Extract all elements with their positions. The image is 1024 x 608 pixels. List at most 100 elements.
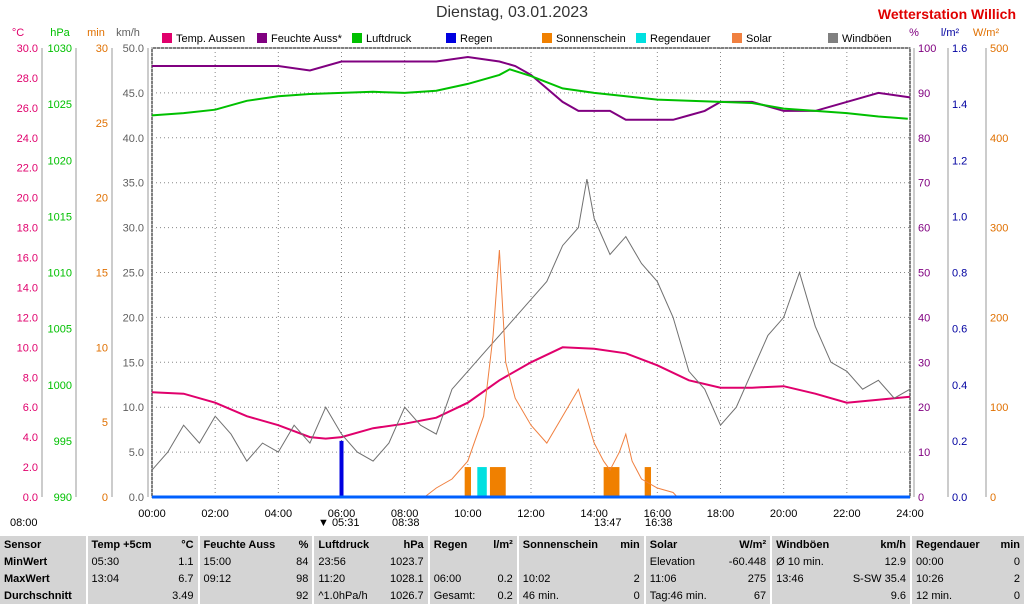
y-tick-label-wind_kmh: 15.0 [123,357,144,369]
x-tick-label: 18:00 [707,508,735,520]
y-tick-label-wind_kmh: 30.0 [123,223,144,235]
stats-cell: min [1000,538,1020,551]
stats-cell: Feuchte Auss [197,536,290,553]
y-tick-label-rain_lm2: 1.6 [952,43,967,55]
legend-swatch [732,33,742,43]
y-tick-label-rain_lm2: 1.4 [952,99,967,111]
rain-bar [339,440,344,497]
stats-cell: Gesamt: [427,587,486,604]
y-tick-label-solar_wm2: 200 [990,312,1008,324]
stats-cell: 84 [296,555,309,568]
axis-unit-rain_lm2: l/m² [941,27,960,39]
y-tick-label-humidity_pct: 20 [918,402,930,414]
stats-cell: 1028.1 [390,572,424,585]
stats-cell: 1023.7 [390,555,424,568]
y-tick-label-temp_c: 18.0 [17,223,38,235]
stats-cell: 92 [296,589,309,602]
stats-cell: 12 min. [910,587,993,604]
stats-cell: Regen [427,536,486,553]
y-tick-label-wind_kmh: 35.0 [123,178,144,190]
legend-label: Windböen [842,33,892,45]
stats-cell: Regendauer [910,536,993,553]
stats-cell: 0.2 [497,589,513,602]
stats-cell: 9.6 [890,589,907,602]
stats-cell: W/m² [739,538,767,551]
stats-cell [197,587,290,604]
y-tick-label-humidity_pct: 60 [918,223,930,235]
stats-cell: MaxWert [4,572,50,585]
y-tick-label-sunshine_min: 15 [96,268,108,280]
y-tick-label-temp_c: 4.0 [23,432,38,444]
legend-swatch [446,33,456,43]
y-tick-label-humidity_pct: 100 [918,43,936,55]
stats-cell [613,553,645,570]
y-tick-label-temp_c: 28.0 [17,73,38,85]
y-tick-label-rain_lm2: 1.2 [952,155,967,167]
x-tick-label: 12:00 [517,508,545,520]
stats-cell: Sensor [4,538,42,551]
y-tick-label-pressure_hpa: 995 [54,436,72,448]
stats-row: MaxWert 13:04 6.7 09:12 98 11:20 1028.1 06:00 0.… [0,570,1024,587]
stats-cell: 6.7 [178,572,194,585]
legend-swatch [352,33,362,43]
humidity-line [152,55,911,121]
stats-cell: -60.448 [728,555,767,568]
y-tick-label-solar_wm2: 0 [990,492,996,504]
legend-label: Solar [746,33,772,45]
y-tick-label-humidity_pct: 40 [918,312,930,324]
rain-duration-bar [477,467,487,497]
stats-cell: l/m² [493,538,513,551]
y-tick-label-rain_lm2: 0.4 [952,380,967,392]
y-tick-label-rain_lm2: 0.0 [952,492,967,504]
x-tick-label: 04:00 [265,508,293,520]
stats-cell: 3.49 [172,589,194,602]
y-tick-label-pressure_hpa: 1025 [48,99,72,111]
weather-chart: 00:00 02:00 04:00 06:00 08:00 10:00 12:00 14:00… [12,27,1009,520]
sunrise-label: ▼ 05:31 [318,517,360,529]
stats-cell: S-SW 35.4 [852,572,907,585]
y-tick-label-temp_c: 16.0 [17,253,38,265]
stats-cell: 0 [1013,555,1020,568]
y-tick-label-temp_c: 6.0 [23,402,38,414]
y-tick-label-wind_kmh: 0.0 [129,492,144,504]
stats-cell: MinWert [4,555,48,568]
y-tick-label-temp_c: 2.0 [23,462,38,474]
stats-cell: 11:06 [643,570,719,587]
sunshine-bar [489,467,506,497]
legend-swatch [257,33,267,43]
y-tick-label-rain_lm2: 0.2 [952,436,967,448]
stats-cell: 15:00 [197,553,290,570]
y-tick-label-wind_kmh: 40.0 [123,133,144,145]
y-tick-label-pressure_hpa: 1005 [48,324,72,336]
stats-cell: min [620,538,640,551]
legend-label: Sonnenschein [556,33,626,45]
y-tick-label-solar_wm2: 100 [990,402,1008,414]
axis-unit-pressure_hpa: hPa [50,27,70,39]
x-tick-label: 20:00 [770,508,798,520]
axis-unit-solar_wm2: W/m² [973,27,1000,39]
stats-cell: Elevation [643,553,719,570]
y-tick-label-temp_c: 22.0 [17,163,38,175]
y-tick-label-wind_kmh: 10.0 [123,402,144,414]
stats-cell: 98 [296,572,309,585]
y-tick-label-sunshine_min: 20 [96,193,108,205]
y-tick-label-humidity_pct: 10 [918,447,930,459]
y-tick-label-solar_wm2: 500 [990,43,1008,55]
y-tick-label-wind_kmh: 50.0 [123,43,144,55]
y-tick-label-temp_c: 20.0 [17,193,38,205]
axis-unit-sunshine_min: min [87,27,105,39]
left-time-label: 08:00 [10,517,38,529]
y-tick-label-humidity_pct: 90 [918,88,930,100]
stats-cell [85,587,165,604]
y-tick-label-pressure_hpa: 1030 [48,43,72,55]
stats-cell: 23:56 [312,553,381,570]
chart-title: Dienstag, 03.01.2023 [435,4,589,21]
y-tick-label-pressure_hpa: 1020 [48,155,72,167]
statistics-table: Sensor Temp +5cm °C Feuchte Auss% Luftdruck h… [0,536,1024,604]
daylight-end-label: 16:38 [645,517,673,529]
sunshine-bar [464,467,471,497]
y-tick-label-wind_kmh: 25.0 [123,268,144,280]
stats-cell: 0 [1013,589,1020,602]
stats-cell: 10:02 [516,570,613,587]
station-name: Wetterstation Willich [877,6,1016,22]
